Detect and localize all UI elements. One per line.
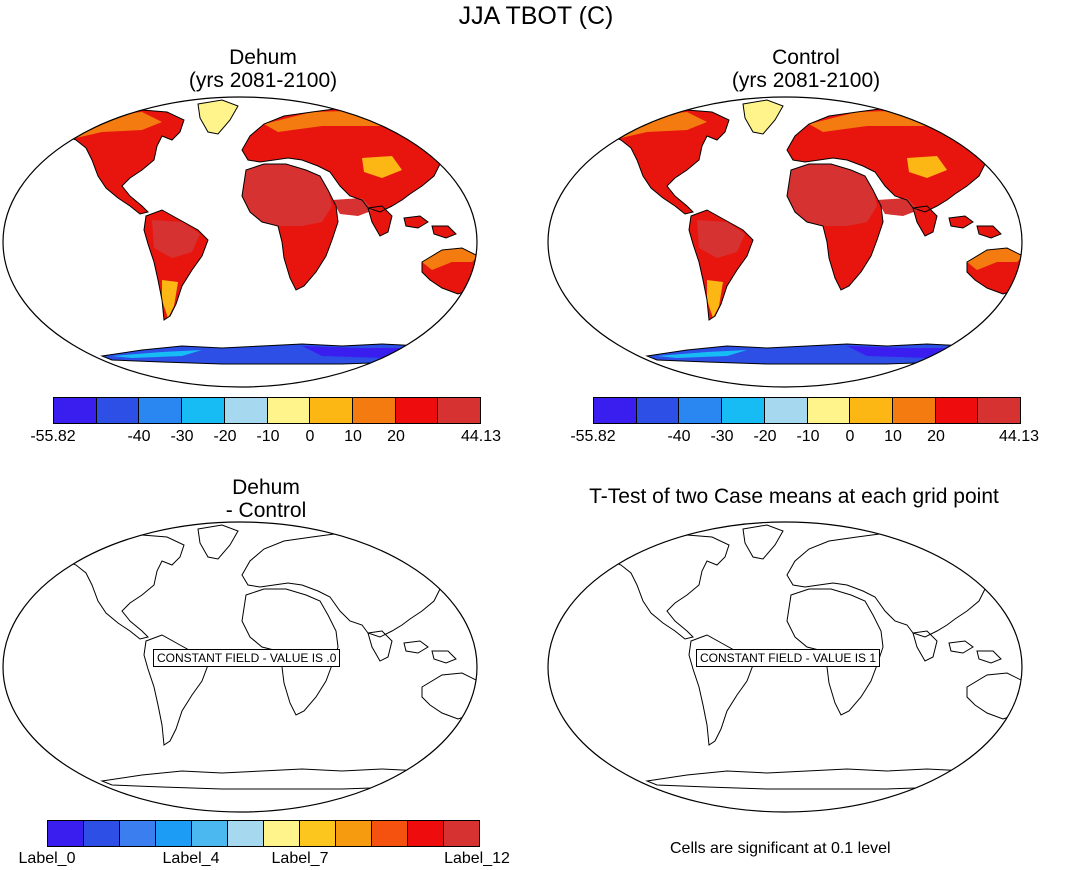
- colorbar-tick-label: -40: [667, 428, 691, 445]
- colorbar-swatch: [352, 398, 396, 423]
- colorbar-tick-label: 10: [344, 428, 362, 445]
- colorbar-tick-label: 10: [884, 428, 902, 445]
- colorbar-tick-label: -30: [710, 428, 734, 445]
- colorbar-swatch: [48, 821, 84, 846]
- colorbar-swatch: [807, 398, 851, 423]
- colorbar-tick-label: -55.82: [30, 428, 76, 445]
- colorbar-tick-label: Label_0: [18, 850, 76, 867]
- colorbar-swatch: [408, 821, 444, 846]
- colorbar-swatch: [372, 821, 408, 846]
- colorbar-swatch: [892, 398, 936, 423]
- colorbar-swatch: [636, 398, 680, 423]
- significance-footnote: Cells are significant at 0.1 level: [670, 840, 891, 857]
- colorbar-bottom-left: [47, 820, 480, 847]
- colorbar-swatch: [679, 398, 723, 423]
- panel-title-line1: Dehum: [232, 476, 300, 499]
- colorbar-tick-label: Label_7: [271, 850, 329, 867]
- colorbar-tick-label: -20: [753, 428, 777, 445]
- colorbar-swatch: [444, 821, 479, 846]
- colorbar-swatch: [438, 398, 481, 423]
- dehum-map: [2, 96, 478, 388]
- control-map: [547, 96, 1023, 388]
- colorbar-tick-label: -20: [213, 428, 237, 445]
- colorbar-tick-label: -30: [170, 428, 194, 445]
- difference-map: [2, 521, 478, 813]
- colorbar-tick-label: 44.13: [460, 428, 502, 445]
- colorbar-swatch: [182, 398, 225, 423]
- panel-title-ttest: T-Test of two Case means at each grid po…: [560, 485, 1028, 508]
- colorbar-tick-label: Label_12: [444, 850, 510, 867]
- panel-title-line2: - Control: [225, 499, 307, 522]
- constant-field-label: CONSTANT FIELD - VALUE IS .0: [153, 649, 341, 667]
- colorbar-swatch: [722, 398, 765, 423]
- colorbar-tick-label: 0: [845, 428, 855, 445]
- colorbar-tick-label: 20: [387, 428, 405, 445]
- colorbar-swatch: [300, 821, 336, 846]
- constant-field-label: CONSTANT FIELD - VALUE IS 1: [696, 649, 881, 667]
- colorbar-swatch: [267, 398, 311, 423]
- colorbar-tick-label: -10: [796, 428, 820, 445]
- colorbar-swatch: [139, 398, 183, 423]
- colorbar-swatch: [120, 821, 156, 846]
- colorbar-swatch: [54, 398, 97, 423]
- colorbar-tick-label: 44.13: [998, 428, 1040, 445]
- colorbar-swatch: [978, 398, 1021, 423]
- panel-title-dehum: Dehum (yrs 2081-2100): [163, 46, 363, 92]
- panel-title-line1: Control: [772, 46, 840, 69]
- colorbar-tick-label: 20: [927, 428, 945, 445]
- colorbar-swatch: [228, 821, 264, 846]
- colorbar-swatch: [96, 398, 140, 423]
- panel-title-line1: T-Test of two Case means at each grid po…: [589, 485, 999, 508]
- colorbar-swatch: [84, 821, 120, 846]
- ttest-map: [547, 521, 1023, 813]
- colorbar-top-right: [593, 397, 1021, 424]
- colorbar-swatch: [395, 398, 439, 423]
- colorbar-swatch: [850, 398, 893, 423]
- colorbar-swatch: [594, 398, 637, 423]
- main-title: JJA TBOT (C): [458, 2, 614, 30]
- colorbar-swatch: [156, 821, 192, 846]
- panel-title-line2: (yrs 2081-2100): [731, 69, 881, 92]
- colorbar-swatch: [192, 821, 228, 846]
- colorbar-swatch: [764, 398, 808, 423]
- colorbar-swatch: [264, 821, 300, 846]
- colorbar-swatch: [310, 398, 353, 423]
- colorbar-top-left: [53, 397, 481, 424]
- colorbar-tick-label: -10: [256, 428, 280, 445]
- colorbar-tick-label: -55.82: [570, 428, 616, 445]
- colorbar-swatch: [935, 398, 979, 423]
- panel-title-line2: (yrs 2081-2100): [188, 69, 338, 92]
- panel-title-control: Control (yrs 2081-2100): [706, 46, 906, 92]
- panel-title-line1: Dehum: [229, 46, 297, 69]
- colorbar-tick-label: Label_4: [162, 850, 220, 867]
- colorbar-tick-label: -40: [127, 428, 151, 445]
- colorbar-swatch: [336, 821, 372, 846]
- colorbar-swatch: [224, 398, 268, 423]
- panel-title-difference: Dehum - Control: [166, 476, 366, 522]
- colorbar-tick-label: 0: [305, 428, 315, 445]
